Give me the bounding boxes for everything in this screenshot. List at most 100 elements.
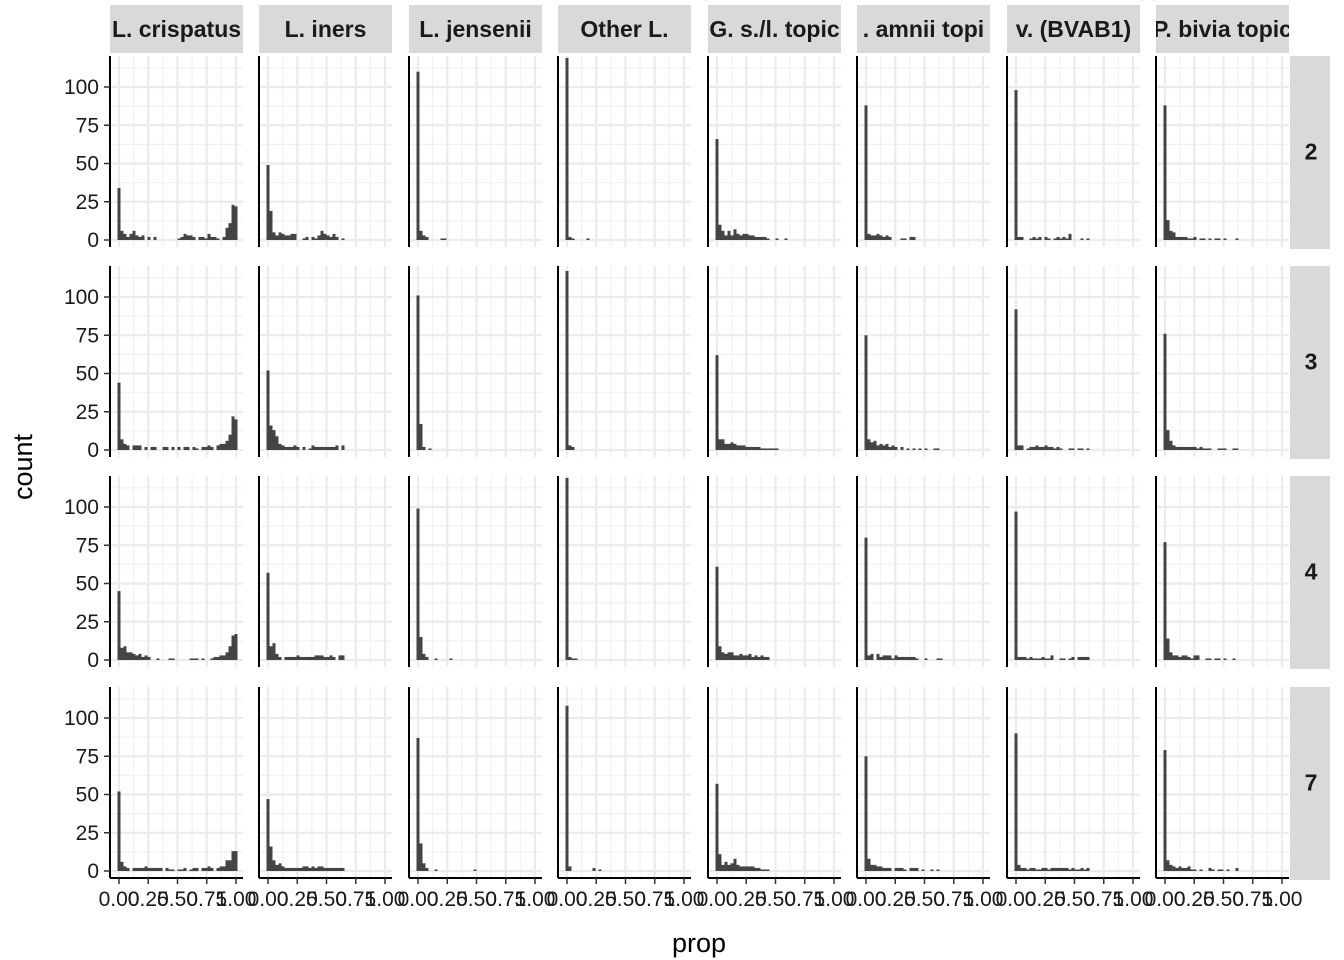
histogram-bar (293, 867, 297, 871)
histogram-bar (1065, 238, 1069, 240)
row-strip-3 (1290, 266, 1330, 459)
histogram-bar (936, 869, 940, 871)
histogram-bar (733, 443, 737, 450)
histogram-bar (742, 445, 746, 450)
x-tick-label: 0.00 (248, 888, 289, 911)
histogram-bar (751, 446, 755, 450)
histogram-bar (733, 858, 737, 871)
histogram-bar (183, 446, 187, 450)
histogram-bar (748, 235, 752, 240)
histogram-bar (565, 57, 569, 241)
panel-l-jensenii-row-3 (408, 266, 542, 457)
histogram-bar (1041, 656, 1045, 660)
histogram-bar (1026, 658, 1030, 660)
histogram-bar (739, 653, 743, 660)
histogram-bar (772, 448, 776, 450)
histogram-bar (180, 236, 184, 240)
histogram-bar (147, 656, 151, 660)
histogram-bar (724, 653, 728, 660)
x-tick-label: 1.00 (963, 888, 1004, 911)
histogram-bar (1205, 448, 1209, 450)
histogram-bar (123, 233, 127, 240)
histogram-bar (1175, 236, 1179, 240)
histogram-bar (1193, 869, 1197, 871)
panel-v-bvab1-row-4 (1006, 476, 1140, 667)
histogram-bar (1020, 656, 1024, 660)
histogram-bar (290, 656, 294, 660)
histogram-bar (864, 105, 868, 240)
histogram-bar (598, 869, 602, 871)
histogram-bar (894, 867, 898, 871)
histogram-bar (909, 656, 913, 660)
histogram-bar (718, 854, 722, 871)
histogram-bar (903, 656, 907, 660)
histogram-bar (281, 233, 285, 240)
histogram-bar (222, 866, 226, 871)
histogram-bar (1017, 236, 1021, 240)
histogram-bar (766, 869, 770, 871)
histogram-bar (308, 867, 312, 871)
histogram-bar (1205, 658, 1209, 660)
histogram-bar (207, 233, 211, 240)
histogram-bar (757, 867, 761, 871)
histogram-bar (231, 635, 235, 660)
histogram-bar (882, 867, 886, 871)
histogram-bar (897, 656, 901, 660)
histogram-bar (1187, 656, 1191, 660)
panel-l-jensenii-row-4 (408, 476, 542, 667)
histogram-bar (1235, 867, 1239, 871)
histogram-bar (1038, 869, 1042, 871)
histogram-bar (225, 440, 229, 450)
histogram-bar (135, 445, 139, 450)
y-tick-label: 25 (76, 822, 99, 845)
histogram-bar (1172, 655, 1176, 660)
histogram-bar (1169, 652, 1173, 660)
x-tick-label: 0.25 (128, 888, 169, 911)
histogram-bar (1053, 867, 1057, 871)
histogram-bar (296, 446, 300, 450)
histogram-bar (266, 572, 270, 660)
x-tick-label: 0.50 (1054, 888, 1095, 911)
histogram-bar (1172, 232, 1176, 240)
histogram-bar (290, 233, 294, 240)
row-strip-label: 2 (1305, 139, 1318, 165)
histogram-bar (204, 238, 208, 240)
histogram-bar (222, 443, 226, 450)
histogram-bar (727, 864, 731, 871)
histogram-bar (739, 235, 743, 240)
histogram-bar (1044, 658, 1048, 660)
column-strip-amnii-topi (857, 5, 990, 53)
x-tick-label: 0.25 (1025, 888, 1066, 911)
histogram-bar (1014, 309, 1018, 450)
histogram-bar (715, 139, 719, 240)
histogram-bar (724, 861, 728, 871)
histogram-bar (867, 655, 871, 660)
histogram-bar (1181, 446, 1185, 450)
histogram-bar (341, 867, 345, 871)
column-strip-label: L. crispatus (112, 16, 241, 42)
panel-g-s-l-topic-row-2 (707, 56, 841, 247)
histogram-bar (473, 869, 477, 871)
histogram-bar (189, 869, 193, 871)
histogram-bar (189, 658, 193, 660)
histogram-bar (1050, 655, 1054, 660)
histogram-bar (171, 446, 175, 450)
histogram-bar (281, 445, 285, 450)
histogram-bar (1086, 867, 1090, 871)
histogram-bar (228, 860, 232, 871)
histogram-bar (201, 867, 205, 871)
histogram-bar (1169, 440, 1173, 450)
histogram-bar (1020, 445, 1024, 450)
histogram-bar (1029, 446, 1033, 450)
histogram-bar (416, 737, 420, 871)
column-strip-p-bivia-topic (1156, 5, 1289, 53)
histogram-bar (1202, 238, 1206, 240)
y-tick-label: 0 (87, 229, 99, 252)
histogram-bar (1038, 658, 1042, 660)
histogram-bar (329, 446, 333, 450)
histogram-bar (1217, 658, 1221, 660)
histogram-bar (1062, 236, 1066, 240)
histogram-bar (299, 867, 303, 871)
histogram-bar (1217, 448, 1221, 450)
histogram-bar (760, 655, 764, 660)
